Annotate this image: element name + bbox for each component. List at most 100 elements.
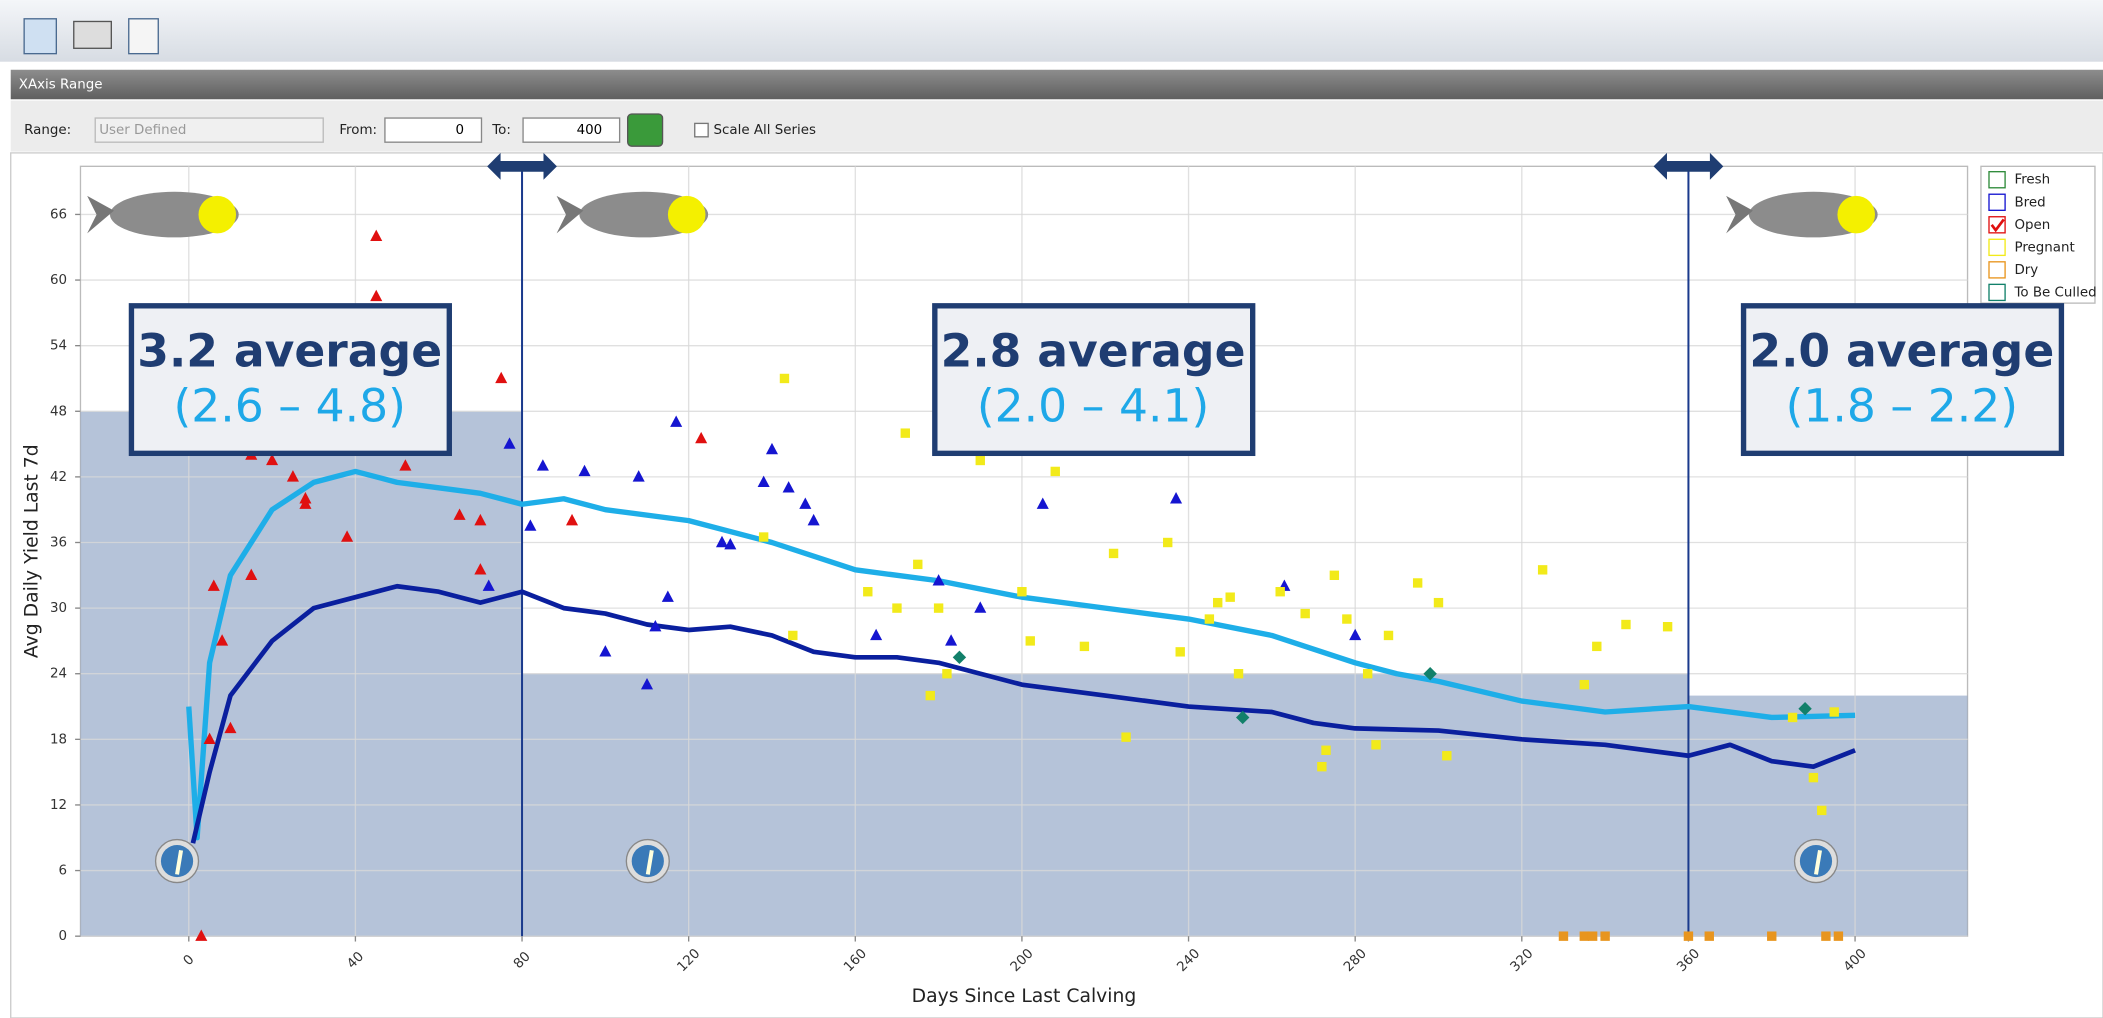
from-label: From:	[339, 123, 377, 138]
legend-label: Open	[2014, 218, 2050, 233]
range-value: User Defined	[99, 123, 186, 138]
data-point	[649, 619, 662, 632]
y-tick-label: 30	[50, 601, 67, 616]
data-point	[370, 229, 383, 242]
data-point	[1817, 805, 1827, 816]
to-label: To:	[491, 123, 511, 138]
tool-icons	[23, 18, 159, 55]
data-point	[1600, 931, 1610, 941]
data-point	[1204, 614, 1215, 624]
data-point	[799, 497, 812, 509]
scale-checkbox[interactable]	[694, 122, 709, 138]
data-point	[565, 513, 579, 526]
y-tick-label: 6	[59, 864, 68, 879]
refresh-button[interactable]	[627, 113, 664, 147]
y-tick-label: 0	[59, 929, 68, 944]
data-point	[975, 455, 985, 466]
data-point	[1362, 669, 1373, 679]
data-point	[1079, 641, 1090, 652]
data-point	[1829, 707, 1839, 717]
data-point	[1121, 732, 1131, 742]
y-tick-label: 60	[50, 273, 67, 288]
data-point	[1025, 636, 1035, 646]
y-tick-label: 42	[50, 470, 67, 485]
data-point	[286, 470, 299, 482]
data-point	[870, 628, 883, 641]
y-tick-label: 36	[50, 535, 67, 550]
data-point	[695, 431, 708, 444]
data-point	[945, 634, 958, 646]
legend-label: Pregnant	[2014, 240, 2074, 255]
data-point	[1300, 608, 1310, 619]
gauge-icon	[626, 840, 669, 883]
annotation-range: (1.8 – 2.2)	[1786, 380, 2018, 433]
legend-box[interactable]	[1988, 261, 2006, 279]
data-point	[863, 587, 873, 597]
data-point	[758, 532, 769, 542]
to-input[interactable]	[522, 117, 621, 143]
data-point	[932, 574, 945, 586]
range-label: Range:	[24, 123, 71, 138]
data-point	[1349, 628, 1362, 641]
y-tick-label: 24	[50, 667, 67, 682]
data-point	[632, 470, 645, 482]
data-point	[925, 690, 935, 701]
legend-box[interactable]	[1988, 171, 2006, 189]
preview-button[interactable]	[128, 18, 159, 55]
from-input[interactable]	[384, 117, 483, 143]
y-tick-label: 66	[50, 207, 67, 222]
data-point	[782, 481, 795, 493]
data-point	[1321, 745, 1331, 755]
data-point	[952, 650, 967, 665]
data-point	[1798, 702, 1812, 716]
data-point	[399, 459, 412, 471]
data-point	[224, 721, 237, 734]
annotation-box	[1740, 303, 2065, 457]
annotation-box	[128, 303, 452, 457]
legend-box[interactable]	[1988, 283, 2006, 302]
divider-arrow	[1653, 152, 1724, 180]
print-button[interactable]	[73, 20, 112, 49]
data-point	[715, 535, 729, 548]
data-point	[474, 513, 487, 526]
data-point	[779, 373, 790, 384]
data-point	[1592, 641, 1602, 652]
legend-label: Bred	[2014, 195, 2045, 210]
data-point	[1225, 592, 1235, 602]
data-point	[1163, 537, 1173, 548]
legend-check	[1990, 218, 2005, 233]
data-point	[1175, 647, 1185, 657]
data-point	[892, 603, 902, 613]
x-axis-label: Days Since Last Calving	[912, 986, 1137, 1007]
data-point	[495, 371, 508, 384]
range-dropdown[interactable]	[94, 117, 324, 143]
legend-label: To Be Culled	[2013, 285, 2096, 300]
trend-line	[190, 583, 1856, 844]
data-point	[788, 630, 798, 641]
data-point	[1579, 679, 1589, 690]
data-point	[1433, 597, 1444, 608]
data-point	[1235, 710, 1250, 725]
data-point	[245, 568, 258, 580]
annotation-range: (2.0 – 4.1)	[977, 380, 1209, 433]
annotation-box	[932, 303, 1256, 457]
legend-box[interactable]	[1988, 193, 2006, 211]
data-point	[1170, 492, 1183, 504]
data-point	[266, 453, 279, 466]
data-point	[482, 579, 495, 591]
data-point	[942, 669, 952, 679]
y-axis-label: Avg Daily Yield Last 7d	[22, 444, 43, 658]
trend-line	[186, 468, 1856, 841]
data-point	[1579, 931, 1589, 941]
data-point	[1808, 772, 1819, 783]
threshold-band	[1688, 695, 1968, 937]
data-point	[807, 513, 820, 526]
settings-button[interactable]	[23, 18, 58, 55]
data-point	[1537, 565, 1548, 575]
legend-label: Dry	[2014, 263, 2038, 278]
scale-label: Scale All Series	[714, 123, 816, 138]
data-point	[1621, 619, 1631, 630]
data-point	[1213, 597, 1223, 608]
legend-box[interactable]	[1988, 238, 2006, 257]
